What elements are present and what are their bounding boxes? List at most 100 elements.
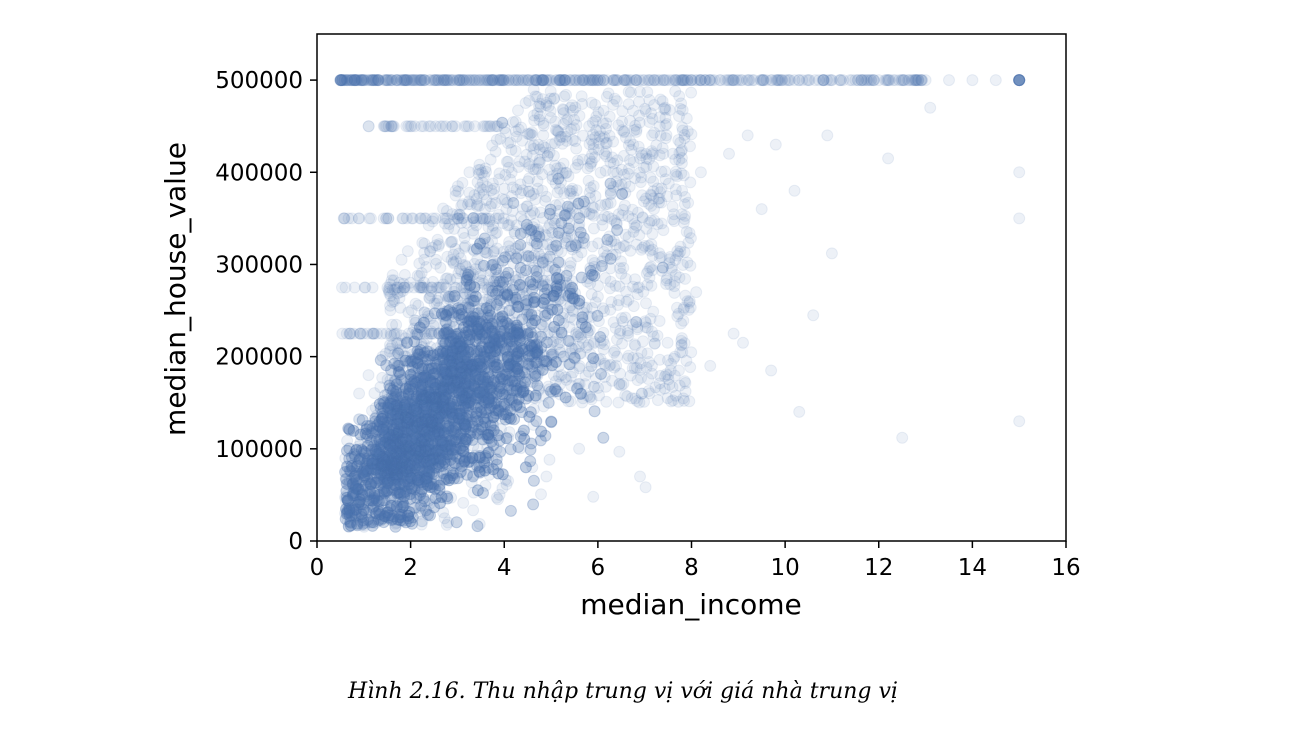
- data-point: [384, 460, 397, 473]
- data-point: [441, 353, 454, 366]
- data-point: [397, 395, 410, 408]
- data-point: [438, 360, 451, 373]
- data-point: [459, 411, 472, 424]
- data-point: [435, 400, 448, 413]
- data-point: [455, 348, 468, 361]
- data-point: [422, 379, 435, 392]
- data-point: [464, 287, 477, 300]
- data-point: [394, 447, 407, 460]
- data-point: [418, 472, 431, 485]
- data-point: [362, 504, 375, 517]
- data-point: [464, 328, 477, 341]
- data-point: [398, 472, 411, 485]
- data-point: [398, 388, 411, 401]
- data-point: [615, 178, 628, 191]
- data-point: [535, 488, 547, 501]
- data-point: [430, 359, 443, 372]
- data-point: [367, 492, 380, 505]
- data-point: [393, 493, 406, 506]
- data-point: [377, 476, 390, 489]
- data-point: [467, 504, 480, 517]
- data-point: [424, 405, 437, 418]
- data-point: [465, 476, 478, 489]
- data-point: [481, 308, 493, 321]
- data-point: [531, 90, 544, 103]
- data-point: [386, 393, 399, 406]
- data-point: [537, 400, 550, 413]
- data-point: [454, 399, 467, 412]
- data-point: [404, 445, 417, 458]
- data-point: [482, 424, 495, 437]
- data-point: [417, 433, 429, 446]
- data-point: [424, 444, 437, 457]
- data-point: [410, 462, 423, 475]
- data-point: [452, 349, 464, 362]
- data-point: [488, 325, 501, 338]
- data-point: [470, 331, 482, 344]
- data-point: [444, 405, 457, 418]
- data-point: [404, 482, 417, 495]
- data-point: [414, 455, 427, 468]
- data-point: [451, 429, 463, 442]
- data-point: [420, 400, 433, 413]
- data-point: [386, 390, 399, 403]
- data-point: [369, 512, 382, 525]
- data-point: [390, 502, 403, 515]
- data-point: [418, 430, 431, 443]
- data-point: [405, 434, 418, 447]
- data-point: [367, 505, 380, 518]
- data-point: [465, 406, 478, 419]
- data-point: [388, 443, 401, 456]
- data-point: [543, 218, 556, 231]
- data-point: [399, 417, 412, 430]
- data-point: [494, 344, 507, 357]
- data-point: [479, 355, 492, 368]
- data-point: [416, 443, 428, 456]
- data-point: [401, 492, 414, 505]
- data-point: [469, 426, 481, 439]
- data-point: [503, 350, 515, 363]
- data-point: [340, 495, 353, 508]
- data-point: [371, 409, 384, 422]
- data-point: [456, 422, 469, 434]
- data-point: [552, 294, 564, 307]
- data-point: [453, 432, 466, 445]
- data-point: [412, 440, 425, 452]
- data-point: [397, 392, 410, 405]
- data-point: [355, 519, 368, 531]
- data-point: [341, 491, 354, 504]
- data-point: [498, 358, 510, 371]
- data-point: [450, 317, 463, 330]
- data-point: [413, 393, 425, 406]
- data-point: [445, 406, 458, 419]
- data-point: [415, 451, 428, 464]
- data-point: [379, 446, 392, 459]
- data-point: [464, 315, 477, 327]
- data-point: [443, 418, 456, 431]
- data-point: [505, 349, 518, 361]
- data-point: [573, 362, 586, 375]
- data-point: [481, 412, 494, 425]
- data-point: [458, 287, 471, 300]
- data-point: [366, 490, 379, 503]
- data-point: [393, 483, 405, 496]
- data-point: [486, 288, 499, 301]
- data-point: [461, 393, 474, 406]
- data-point: [393, 429, 406, 442]
- data-point: [538, 297, 550, 310]
- data-point: [505, 322, 518, 335]
- data-point: [508, 365, 521, 378]
- data-point: [374, 488, 387, 501]
- data-point: [409, 401, 422, 414]
- data-point: [502, 474, 515, 487]
- data-point: [427, 442, 440, 455]
- data-point: [493, 342, 505, 354]
- data-point: [387, 461, 400, 474]
- data-point: [630, 238, 643, 251]
- data-point: [541, 253, 554, 266]
- data-point: [446, 392, 459, 405]
- data-point: [401, 335, 413, 348]
- data-point: [518, 330, 530, 343]
- data-point: [453, 350, 466, 363]
- data-point: [431, 436, 444, 449]
